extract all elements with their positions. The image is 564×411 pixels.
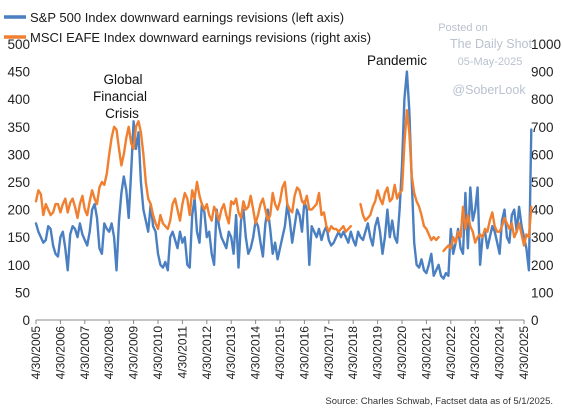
left-tick-label: 150 <box>7 230 30 245</box>
eafe-series-line <box>359 109 440 242</box>
legend-label-eafe: MSCI EAFE Index downward earnings revisi… <box>30 30 371 45</box>
x-tick-label: 4/30/2022 <box>444 326 458 380</box>
x-tick-label: 4/30/2005 <box>29 326 43 380</box>
x-axis-ticks: 4/30/2005 4/30/2006 4/30/2007 4/30/2008 4/30… <box>29 320 531 379</box>
left-tick-label: 450 <box>7 65 30 80</box>
x-tick-label: 4/30/2023 <box>468 326 482 380</box>
right-tick-label: 100 <box>531 285 554 300</box>
left-tick-label: 250 <box>7 175 30 190</box>
right-tick-label: 500 <box>531 175 554 190</box>
x-tick-label: 4/30/2021 <box>419 326 433 380</box>
watermark: Posted on The Daily Shot 05-May-2025 @So… <box>438 22 532 97</box>
left-tick-label: 100 <box>7 258 30 273</box>
annotation-gfc-line2: Financial <box>93 89 147 104</box>
x-tick-label: 4/30/2016 <box>297 326 311 380</box>
x-tick-label: 4/30/2015 <box>273 326 287 380</box>
right-tick-label: 900 <box>531 65 554 80</box>
left-tick-label: 300 <box>7 147 30 162</box>
x-tick-label: 4/30/2020 <box>395 326 409 380</box>
annotation-gfc: Global Financial Crisis <box>93 72 147 121</box>
watermark-handle: @SoberLook <box>452 83 526 97</box>
x-tick-label: 4/30/2012 <box>200 326 214 380</box>
left-tick-label: 200 <box>7 203 30 218</box>
right-tick-label: 1000 <box>531 37 561 52</box>
left-tick-label: 350 <box>7 120 30 135</box>
x-tick-label: 4/30/2024 <box>493 326 507 380</box>
x-tick-label: 4/30/2017 <box>322 326 336 380</box>
eafe-series-line <box>34 120 352 233</box>
right-tick-label: 800 <box>531 92 554 107</box>
watermark-date: 05-May-2025 <box>458 56 523 68</box>
source-note: Source: Charles Schwab, Factset data as … <box>325 396 553 407</box>
right-tick-label: 700 <box>531 120 554 135</box>
x-tick-label: 4/30/2025 <box>517 326 531 380</box>
legend: S&P 500 Index downward earnings revision… <box>4 10 371 45</box>
left-tick-label: 500 <box>7 37 30 52</box>
right-tick-label: 600 <box>531 147 554 162</box>
legend-label-sp500: S&P 500 Index downward earnings revision… <box>30 10 344 25</box>
left-axis-ticks: 0 50 100 150 200 250 300 350 400 450 500 <box>7 37 30 328</box>
x-tick-label: 4/30/2018 <box>346 326 360 380</box>
watermark-daily-shot: The Daily Shot <box>450 37 533 51</box>
x-tick-label: 4/30/2007 <box>78 326 92 380</box>
sp500-series-line <box>34 70 533 280</box>
x-tick-label: 4/30/2006 <box>53 326 67 380</box>
annotation-pandemic: Pandemic <box>367 53 427 68</box>
right-tick-label: 300 <box>531 230 554 245</box>
x-tick-label: 4/30/2019 <box>371 326 385 380</box>
right-axis-ticks: 0 100 200 300 400 500 600 700 800 900 1000 <box>531 37 561 328</box>
watermark-posted: Posted on <box>438 22 488 34</box>
x-tick-label: 4/30/2013 <box>224 326 238 380</box>
x-tick-label: 4/30/2014 <box>249 326 263 380</box>
x-tick-label: 4/30/2011 <box>175 326 189 379</box>
x-tick-label: 4/30/2009 <box>127 326 141 380</box>
annotation-gfc-line1: Global <box>103 72 142 87</box>
annotation-gfc-line3: Crisis <box>105 106 139 121</box>
left-tick-label: 50 <box>15 285 30 300</box>
right-tick-label: 400 <box>531 203 554 218</box>
x-tick-label: 4/30/2008 <box>102 326 116 380</box>
left-tick-label: 400 <box>7 92 30 107</box>
right-tick-label: 200 <box>531 258 554 273</box>
series-lines <box>34 70 533 280</box>
eafe-series-line <box>442 205 533 253</box>
left-tick-label: 0 <box>22 313 30 328</box>
right-tick-label: 0 <box>531 313 539 328</box>
x-tick-label: 4/30/2010 <box>151 326 165 380</box>
